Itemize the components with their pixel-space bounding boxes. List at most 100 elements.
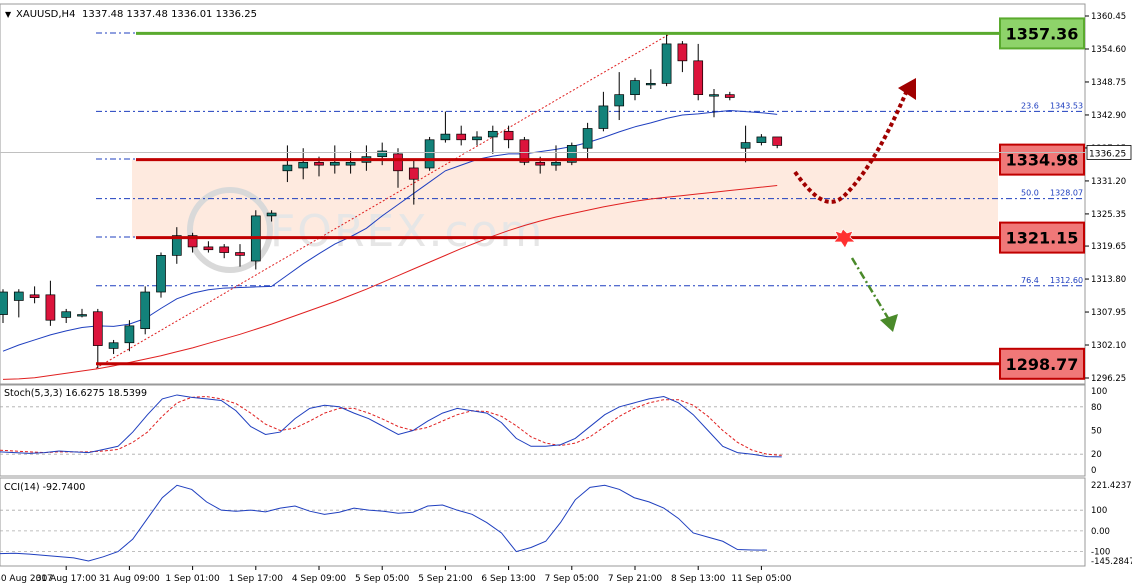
- stoch-label: Stoch(5,3,3) 16.6275 18.5399: [4, 388, 147, 399]
- fib-ratio-label: 76.4: [1021, 276, 1039, 285]
- time-tick-label: 5 Sep 05:00: [355, 574, 410, 584]
- bull-candle: [156, 255, 166, 293]
- time-tick-label: 30 Aug 17:00: [36, 574, 97, 584]
- bull-candle: [140, 291, 151, 330]
- bear-candle: [314, 161, 324, 166]
- bull-candle: [566, 145, 577, 163]
- time-tick-label: 5 Sep 21:00: [418, 574, 473, 584]
- fib-trendline: [95, 32, 673, 369]
- bull-candle: [614, 94, 625, 107]
- bull-candle: [124, 325, 135, 344]
- cci-label: CCI(14) -92.7400: [4, 482, 85, 493]
- price-tick-label: 1348.75: [1091, 78, 1126, 88]
- bull-candle: [582, 128, 593, 149]
- bull-candle: [551, 161, 561, 166]
- level-bottom-box: [999, 347, 1085, 380]
- price-tick-label: 1296.25: [1091, 374, 1126, 384]
- bull-candle: [377, 150, 388, 158]
- stoch-tick-label: 80: [1091, 403, 1102, 413]
- bear-candle: [408, 167, 419, 180]
- price-tick-label: 1313.80: [1091, 275, 1126, 285]
- level-top-box: [999, 17, 1085, 50]
- bull-candle: [630, 80, 640, 96]
- bull-candle: [487, 130, 498, 138]
- price-tick-label: 1302.10: [1091, 341, 1126, 351]
- fib-ratio-label: 23.6: [1021, 101, 1039, 110]
- stoch-signal-line: [0, 396, 782, 456]
- arrow-down-head-icon: [880, 314, 898, 332]
- price-tick-label: 1325.35: [1091, 210, 1126, 220]
- watermark: FOREX.com: [187, 187, 544, 273]
- bear-candle: [519, 139, 530, 163]
- level-bottom-label: 1298.77: [1006, 355, 1079, 374]
- current-price-label: 1336.25: [1089, 149, 1126, 159]
- level-middle-label: 1321.15: [1006, 229, 1079, 248]
- bull-candle: [645, 83, 656, 86]
- bull-candle: [440, 133, 451, 141]
- stoch-tick-label: 50: [1091, 427, 1102, 437]
- current-price-box: [1086, 145, 1132, 160]
- breakout-burst-icon: [833, 228, 856, 249]
- cci-tick-label: -100: [1091, 548, 1110, 558]
- bull-candle: [661, 43, 672, 84]
- bear-candle: [235, 252, 245, 256]
- time-tick-label: 7 Sep 05:00: [545, 574, 600, 584]
- price-tick-label: 1354.60: [1091, 45, 1126, 55]
- bull-candle: [13, 291, 24, 301]
- bear-candle: [724, 94, 735, 98]
- bull-candle: [472, 136, 482, 141]
- bearish-forecast-arrow: [850, 257, 890, 319]
- symbol-label: XAUUSD,H4: [16, 9, 75, 20]
- bull-candle: [108, 342, 119, 349]
- level-top-label: 1357.36: [1006, 24, 1079, 43]
- price-tick-label: 1360.45: [1091, 12, 1126, 22]
- fib-price-label: 1312.60: [1050, 276, 1083, 285]
- cci-tick-label: 221.4237: [1091, 481, 1132, 491]
- time-tick-label: 30 Aug 2017: [0, 574, 53, 584]
- bear-candle: [203, 246, 214, 251]
- stoch-tick-label: 20: [1091, 450, 1102, 460]
- ohlc-label: 1337.48 1337.48 1336.01 1336.25: [82, 9, 257, 20]
- bull-candle: [171, 235, 182, 256]
- time-tick-label: 1 Sep 17:00: [229, 574, 284, 584]
- bull-candle: [61, 311, 72, 318]
- cci-line: [0, 484, 768, 562]
- bull-candle: [298, 161, 309, 169]
- arrow-up-head-icon: [898, 78, 916, 100]
- header-triangle-icon: ▼: [5, 10, 12, 19]
- bull-candle: [345, 161, 356, 166]
- time-tick-label: 6 Sep 13:00: [481, 574, 536, 584]
- cci-tick-label: 0.00: [1091, 527, 1110, 537]
- stoch-main-line: [0, 394, 782, 458]
- bear-candle: [456, 133, 467, 141]
- moving-average-fast: [2, 109, 778, 352]
- bear-candle: [535, 161, 546, 166]
- price-tick-label: 1307.95: [1091, 308, 1126, 318]
- time-tick-label: 31 Aug 09:00: [99, 574, 160, 584]
- fib-price-label: 1328.07: [1050, 189, 1083, 198]
- time-tick-label: 11 Sep 05:00: [731, 574, 791, 584]
- stoch-tick-label: 100: [1091, 387, 1107, 397]
- bear-candle: [29, 294, 40, 298]
- time-tick-label: 8 Sep 13:00: [671, 574, 726, 584]
- fib-ratio-label: 50.0: [1021, 189, 1039, 198]
- watermark-text: FOREX.com: [270, 206, 544, 257]
- cci-panel: [0, 477, 1086, 567]
- bull-candle: [0, 291, 8, 315]
- level-upper-box: [999, 143, 1085, 176]
- bull-candle: [266, 212, 277, 217]
- bear-candle: [772, 136, 783, 146]
- time-tick-label: 7 Sep 21:00: [608, 574, 663, 584]
- bull-candle: [77, 314, 87, 317]
- bull-candle: [282, 164, 293, 172]
- fib-price-label: 1343.53: [1050, 101, 1083, 110]
- bear-candle: [187, 235, 198, 248]
- price-tick-label: 1331.20: [1091, 177, 1126, 187]
- stoch-panel: [0, 384, 1086, 477]
- bear-candle: [677, 43, 688, 62]
- bull-candle: [756, 136, 767, 143]
- stoch-tick-label: 0: [1091, 466, 1096, 476]
- bear-candle: [92, 311, 103, 346]
- bull-candle: [709, 94, 719, 97]
